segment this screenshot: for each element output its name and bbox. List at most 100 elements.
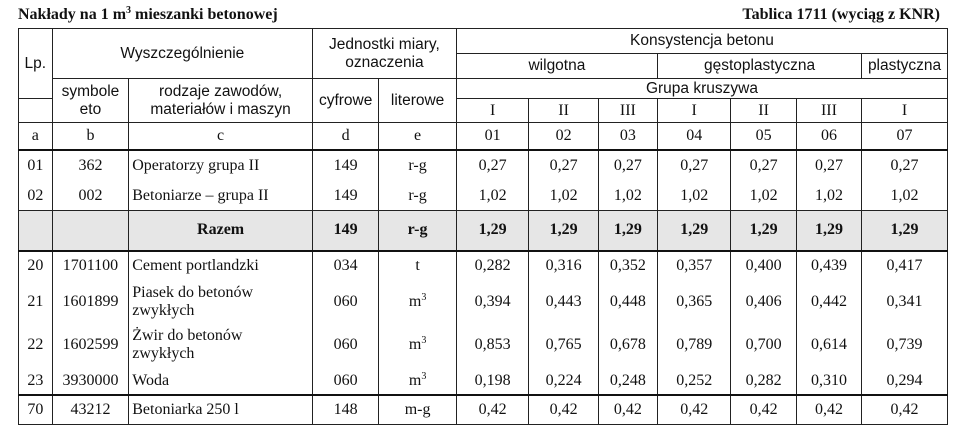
header-cyfrowe: cyfrowe xyxy=(311,78,380,123)
cell-name-line2: zwykłych xyxy=(132,301,195,319)
column-code-row: a b c d e 01 02 03 04 05 06 07 xyxy=(18,122,948,151)
table-row-betoniarze: 02 002 Betoniarze – grupa II 149 r-g 1,0… xyxy=(18,181,948,211)
unit-base: m xyxy=(408,336,422,353)
group-label: III xyxy=(597,98,658,123)
cell-value: 0,42 xyxy=(656,394,732,425)
cell-symbol: 002 xyxy=(51,181,130,211)
header-symbole-line2: eto xyxy=(79,100,102,118)
group-label: I xyxy=(656,98,732,123)
cell-value: 1,29 xyxy=(795,210,863,252)
unit-base: m xyxy=(408,292,422,310)
header-jednostki-line2: oznaczenia xyxy=(345,53,424,71)
header-symbole-line1: symbole xyxy=(61,82,120,100)
header-row-3: symbole eto rodzaje zawodów, materiałów i … xyxy=(19,78,949,123)
header-jednostki-line1: Jednostki miary, xyxy=(329,35,440,53)
code-c: c xyxy=(128,122,313,151)
cell-value: 0,27 xyxy=(730,149,797,182)
table-row-razem: Razem 149 r-g 1,29 1,29 1,29 1,29 1,29 1… xyxy=(18,210,948,252)
cell-value: 0,27 xyxy=(528,149,599,182)
cell-value: 1,29 xyxy=(730,210,797,252)
cell-lp: 21 xyxy=(18,280,53,323)
code-d: d xyxy=(311,122,380,151)
cell-value: 1,02 xyxy=(528,181,599,211)
cell-cyfrowe: 149 xyxy=(311,210,380,252)
cell-value: 1,02 xyxy=(730,181,797,211)
cell-lp: 70 xyxy=(18,394,53,425)
cell-cyfrowe: 148 xyxy=(311,394,380,425)
cell-value: 0,789 xyxy=(656,322,732,368)
cell-value: 1,29 xyxy=(861,210,948,252)
cell-value: 0,42 xyxy=(795,394,863,425)
cell-value: 0,224 xyxy=(528,367,599,396)
cell-value: 0,42 xyxy=(730,394,797,425)
cell-value: 1,29 xyxy=(455,210,530,252)
table-caption: Nakłady na 1 m3 mieszanki betonowej Tabl… xyxy=(18,4,950,26)
code-col: 02 xyxy=(528,122,599,151)
caption-title-suffix: mieszanki betonowej xyxy=(131,6,278,23)
cell-value: 1,02 xyxy=(597,181,658,211)
cell-value: 0,739 xyxy=(861,322,948,368)
cell-name-line1: Piasek do betonów xyxy=(132,283,254,301)
code-col: 04 xyxy=(656,122,732,151)
cell-lp: 01 xyxy=(18,149,53,182)
cell-name: Cement portlandzki xyxy=(128,250,313,281)
cell-symbol: 1701100 xyxy=(51,250,130,281)
cell-value: 0,27 xyxy=(861,149,948,182)
code-col: 05 xyxy=(730,122,797,151)
cell-literowe: m3 xyxy=(378,280,457,323)
cell-symbol: 43212 xyxy=(51,394,130,425)
cell-lp-blank xyxy=(18,210,53,252)
cell-value: 0,316 xyxy=(528,250,599,281)
cell-literowe: m3 xyxy=(378,367,457,396)
cell-lp: 02 xyxy=(18,181,53,211)
cell-symbol: 3930000 xyxy=(51,367,130,396)
cell-symbol: 1601899 xyxy=(51,280,130,323)
cell-literowe: r-g xyxy=(378,210,457,252)
group-label: III xyxy=(795,98,863,123)
header-lp: Lp. xyxy=(18,28,53,99)
unit-sup: 3 xyxy=(421,335,427,346)
cell-cyfrowe: 149 xyxy=(311,181,380,211)
cell-lp: 23 xyxy=(18,367,53,396)
header-symbole: symbole eto xyxy=(51,78,130,123)
cell-literowe: m-g xyxy=(378,394,457,425)
cell-value: 0,700 xyxy=(730,322,797,368)
unit-base: m xyxy=(408,371,422,389)
cell-value: 0,282 xyxy=(455,250,530,281)
cell-value: 0,443 xyxy=(528,280,599,323)
cell-value: 0,198 xyxy=(455,367,530,396)
cell-value: 0,448 xyxy=(597,280,658,323)
cell-value: 0,42 xyxy=(455,394,530,425)
cell-value: 0,394 xyxy=(455,280,530,323)
cell-value: 0,294 xyxy=(861,367,948,396)
cell-cyfrowe: 060 xyxy=(311,322,380,368)
code-col: 06 xyxy=(795,122,863,151)
header-literowe: literowe xyxy=(378,78,457,123)
group-label: II xyxy=(730,98,797,123)
cell-value: 1,29 xyxy=(528,210,599,252)
header-wyszczegolnienie: Wyszczególnienie xyxy=(51,28,313,79)
unit-sup: 3 xyxy=(421,370,427,382)
table-row-woda: 23 3930000 Woda 060 m3 0,198 0,224 0,248… xyxy=(18,367,948,396)
header-wilgotna: wilgotna xyxy=(455,53,658,79)
header-gestoplastyczna: gęstoplastyczna xyxy=(656,53,863,79)
cell-cyfrowe: 149 xyxy=(311,149,380,182)
cell-value: 1,02 xyxy=(656,181,732,211)
table-row-operatorzy: 01 362 Operatorzy grupa II 149 r-g 0,27 … xyxy=(18,149,948,182)
cell-name: Woda xyxy=(128,367,313,396)
header-rodzaje-line1: rodzaje zawodów, xyxy=(158,82,283,100)
cell-value: 0,400 xyxy=(730,250,797,281)
cell-value: 0,406 xyxy=(730,280,797,323)
cell-cyfrowe: 060 xyxy=(311,367,380,396)
cell-value: 0,678 xyxy=(597,322,658,368)
header-konsystencja: Konsystencja betonu xyxy=(455,28,949,54)
cell-value: 0,614 xyxy=(795,322,863,368)
cell-razem-label: Razem xyxy=(128,210,313,252)
cell-cyfrowe: 060 xyxy=(311,280,380,323)
cell-lp: 22 xyxy=(18,322,53,368)
code-e: e xyxy=(378,122,457,151)
cell-value: 1,02 xyxy=(455,181,530,211)
table-row-betoniarka: 70 43212 Betoniarka 250 l 148 m-g 0,42 0… xyxy=(18,394,948,425)
code-col: 03 xyxy=(597,122,658,151)
cell-value: 0,282 xyxy=(730,367,797,396)
